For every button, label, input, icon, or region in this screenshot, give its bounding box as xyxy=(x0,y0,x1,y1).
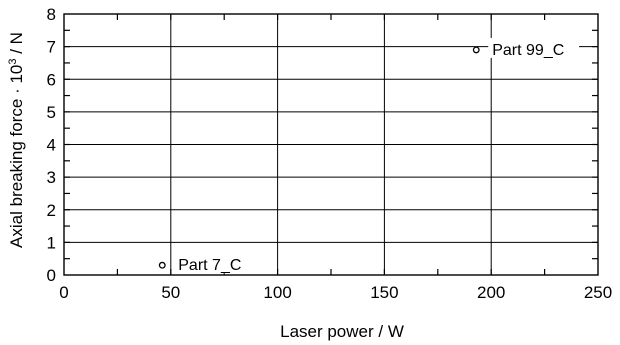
y-axis-label-post: / N xyxy=(7,32,26,58)
x-tick-label: 150 xyxy=(370,283,398,302)
y-tick-label: 8 xyxy=(47,5,56,24)
x-tick-label: 100 xyxy=(263,283,291,302)
x-tick-label: 50 xyxy=(161,283,180,302)
y-tick-label: 2 xyxy=(47,201,56,220)
y-tick-label: 7 xyxy=(47,38,56,57)
y-tick-label: 3 xyxy=(47,168,56,187)
y-tick-label: 6 xyxy=(47,70,56,89)
point-label-bg xyxy=(488,37,580,58)
y-tick-label: 1 xyxy=(47,233,56,252)
y-tick-label: 0 xyxy=(47,266,56,285)
data-point xyxy=(472,46,480,54)
x-axis-label: Laser power / W xyxy=(280,322,404,341)
axis-ticks: 0 50 100 150 200 250 0 1 2 3 4 5 6 7 8 xyxy=(47,5,613,302)
grid xyxy=(64,14,598,275)
x-tick-label: 0 xyxy=(59,283,68,302)
point-label: Part 99_C xyxy=(492,42,564,59)
point-label: Part 7_C xyxy=(178,257,241,274)
x-tick-label: 200 xyxy=(477,283,505,302)
y-tick-label: 5 xyxy=(47,103,56,122)
data-points: Part 7_C Part 99_C xyxy=(158,37,580,274)
y-axis-label-pre: Axial breaking force · 10 xyxy=(7,65,26,248)
data-point xyxy=(158,261,166,269)
point-label-bg xyxy=(174,253,256,274)
x-tick-label: 250 xyxy=(584,283,612,302)
y-tick-label: 4 xyxy=(47,136,56,155)
y-axis-label-sup: 3 xyxy=(7,59,19,65)
y-axis-label: Axial breaking force · 103 / N xyxy=(7,32,26,248)
